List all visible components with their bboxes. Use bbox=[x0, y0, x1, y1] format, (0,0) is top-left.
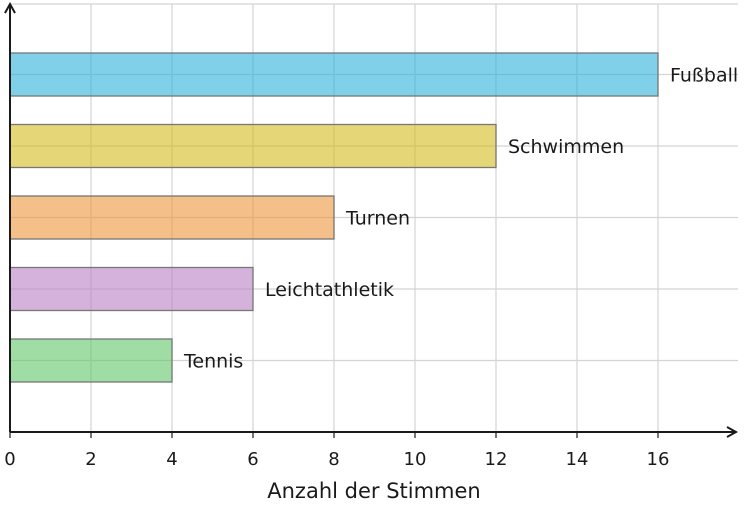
x-tick-label: 12 bbox=[485, 449, 508, 470]
y-axis-arrow-icon bbox=[4, 1, 16, 14]
x-tick-label: 6 bbox=[247, 449, 258, 470]
x-axis-ticks: 0 2 4 6 8 10 12 14 16 bbox=[4, 432, 669, 470]
bar-0 bbox=[9, 52, 659, 97]
x-tick-label: 16 bbox=[647, 449, 670, 470]
bars bbox=[9, 52, 659, 383]
x-axis-title: Anzahl der Stimmen bbox=[267, 479, 481, 503]
bar-label: Fußball bbox=[670, 65, 738, 87]
x-tick-label: 10 bbox=[404, 449, 427, 470]
x-tick-label: 0 bbox=[4, 449, 15, 470]
x-tick-label: 14 bbox=[566, 449, 589, 470]
bar-label: Schwimmen bbox=[508, 136, 624, 158]
x-axis-arrow-icon bbox=[726, 426, 739, 438]
bar-1 bbox=[9, 123, 497, 169]
bar-4 bbox=[9, 338, 173, 383]
x-tick-label: 8 bbox=[328, 449, 339, 470]
bar-3 bbox=[9, 266, 254, 312]
x-tick-label: 4 bbox=[166, 449, 177, 470]
bar-2 bbox=[9, 195, 335, 240]
axes bbox=[4, 1, 739, 438]
bar-labels: Fußball Schwimmen Turnen Leichtathletik Tenn… bbox=[183, 65, 738, 373]
bar-label: Tennis bbox=[183, 351, 243, 373]
bar-label: Leichtathletik bbox=[265, 279, 394, 301]
x-tick-label: 2 bbox=[85, 449, 96, 470]
bar-label: Turnen bbox=[345, 208, 410, 230]
